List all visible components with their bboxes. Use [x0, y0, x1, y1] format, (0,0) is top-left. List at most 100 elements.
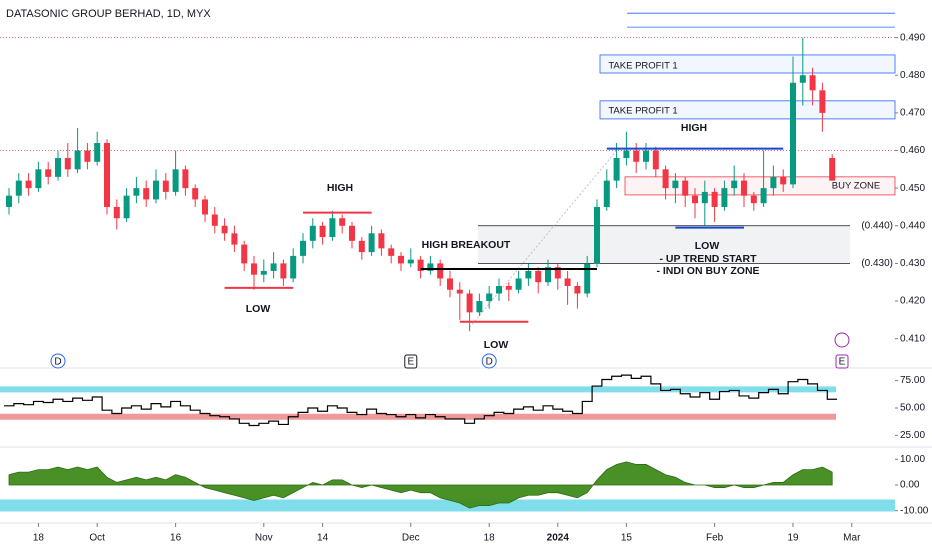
candle-body [584, 263, 591, 294]
y-tick-label: 0.440 [900, 220, 925, 231]
candle-body [329, 218, 336, 238]
rsi-tick-label: 50.00 [900, 403, 925, 414]
candle-body [721, 188, 728, 207]
candle-body [290, 255, 297, 279]
candle-body [760, 188, 767, 204]
event-marker [835, 354, 849, 369]
y-tick-label: 0.430 [900, 258, 925, 269]
candle-body [486, 293, 493, 302]
range-box [478, 225, 850, 264]
candle-body [525, 270, 532, 279]
x-tick-label: Mar [843, 533, 861, 544]
y-tick-label: 0.470 [900, 108, 925, 119]
candle-body [731, 180, 738, 189]
candle-body [633, 150, 640, 162]
candle-body [652, 150, 659, 170]
candle-body [535, 270, 542, 283]
candle-body [55, 158, 61, 177]
candle-body [221, 225, 228, 234]
take-profit-zone [599, 54, 896, 74]
x-tick-label: Oct [89, 533, 105, 544]
candle-body [162, 180, 169, 192]
candle-body [6, 195, 12, 207]
candle-body [819, 90, 826, 113]
event-label: E [839, 357, 846, 368]
alert-icon [834, 332, 850, 348]
candle-body [407, 259, 414, 264]
candle-body [829, 158, 836, 181]
candle-body [662, 169, 669, 189]
candle-body [692, 195, 698, 204]
candle-body [515, 278, 522, 290]
y-tick-label: 0.450 [900, 183, 925, 194]
candle-body [133, 188, 140, 196]
annotation: TAKE PROFIT 1 [608, 106, 677, 117]
candle-body [417, 259, 424, 271]
candle-body [211, 214, 218, 226]
candle-body [368, 233, 375, 253]
osc-tick-label: -10.00 [900, 505, 929, 516]
candle-body [437, 263, 444, 279]
candle-body [799, 75, 806, 83]
annotation: - INDI ON BUY ZONE [656, 265, 759, 277]
candle-body [358, 240, 365, 253]
candle-body [398, 255, 404, 264]
event-label: D [486, 357, 493, 368]
candle-body [545, 267, 551, 283]
candle-body [456, 289, 463, 294]
candle-body [741, 180, 747, 196]
annotation: HIGH [681, 122, 707, 134]
candle-body [623, 150, 630, 159]
annotation: BUY ZONE [832, 181, 880, 192]
candle-body [711, 191, 718, 207]
candle-body [466, 293, 473, 313]
candle-body [300, 240, 306, 256]
rsi-tick-label: 25.00 [900, 430, 925, 441]
annotation: HIGH BREAKOUT [422, 239, 511, 251]
y-tick-label: 0.460 [900, 145, 925, 156]
annotation: TAKE PROFIT 1 [608, 61, 677, 72]
y-tick-label: 0.410 [900, 333, 925, 344]
annotation: LOW [246, 303, 271, 315]
candle-body [496, 285, 502, 294]
x-tick-label: 14 [317, 533, 329, 544]
candle-body [701, 191, 708, 204]
candle-body [35, 169, 42, 189]
candle-body [339, 218, 346, 226]
candle-body [770, 176, 777, 189]
candle-body [45, 169, 52, 177]
candle-body [104, 142, 110, 207]
candle-body [251, 263, 257, 275]
candle-body [349, 225, 355, 241]
rsi-line [4, 374, 838, 427]
y-tick-label: 0.480 [900, 70, 925, 81]
candle-body [182, 169, 189, 189]
candle-body [84, 150, 91, 162]
x-tick-label: 15 [621, 533, 633, 544]
candle-body [94, 142, 101, 162]
candle-body [280, 263, 287, 279]
candle-body [809, 75, 816, 91]
event-marker [481, 353, 497, 369]
candle-body [682, 180, 689, 196]
candle-body [378, 233, 385, 249]
level-label: (0.430) [861, 258, 893, 269]
candle-body [64, 158, 71, 170]
osc-tick-label: 0.00 [900, 480, 920, 491]
candle-body [192, 188, 199, 200]
candle-body [143, 188, 150, 200]
candle-body [564, 278, 571, 286]
candle-body [113, 206, 120, 219]
candle-body [672, 180, 679, 189]
annotation: LOW [695, 240, 720, 252]
rsi-tick-label: 75.00 [900, 375, 925, 386]
x-tick-label: Feb [706, 533, 724, 544]
chart-title: DATASONIC GROUP BERHAD, 1D, MYX [6, 8, 211, 20]
x-tick-label: Nov [255, 533, 273, 544]
candle-body [643, 150, 649, 162]
candle-body [594, 206, 600, 264]
x-tick-label: 18 [484, 533, 496, 544]
candle-body [153, 180, 159, 200]
